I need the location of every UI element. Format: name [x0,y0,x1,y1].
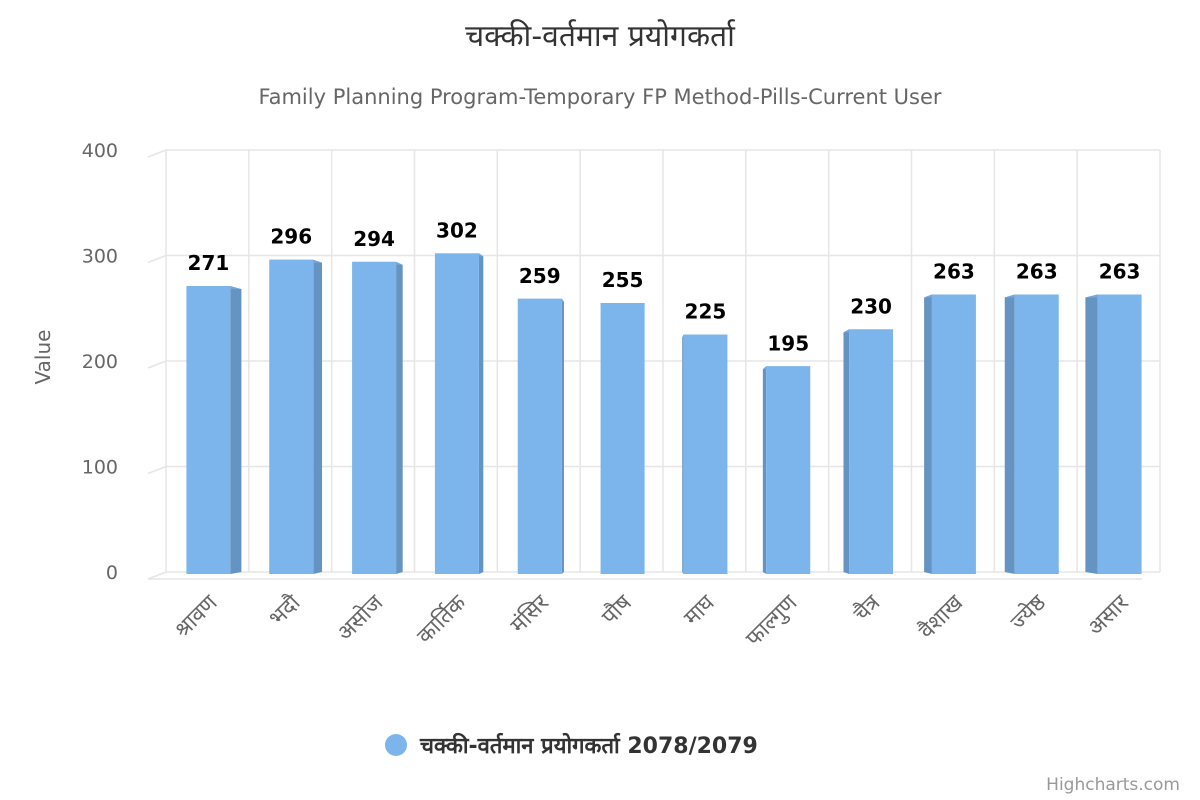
grid-line-side [147,465,167,475]
bar [186,286,231,574]
y-tick-label: 0 [106,562,118,584]
x-tick-label: पौष [597,589,638,630]
x-tick-label: माघ [679,590,720,631]
bar [600,302,645,574]
chart-title: चक्की-वर्तमान प्रयोगकर्ता [465,19,736,54]
data-label: 263 [1099,260,1141,284]
y-tick-label: 300 [82,246,118,268]
data-label: 259 [519,264,561,288]
data-label: 225 [685,300,727,324]
bar [352,261,397,574]
grid-line-side [147,149,167,158]
bar [931,294,976,574]
bar-side [682,334,684,574]
x-tick-label: भदौ [264,590,306,632]
bar-side [843,329,850,574]
x-tick-label: चैत्र [848,589,885,626]
legend-symbol [385,734,407,756]
data-label: 255 [602,268,644,292]
bar [849,329,894,574]
y-tick-label: 100 [82,457,118,479]
legend[interactable]: चक्की-वर्तमान प्रयोगकर्ता 2078/2079 [385,732,758,759]
plot-area: 0 100 200 300 400 271 श्रावण 296 भदौ 294 असोज 302 का… [82,140,1161,652]
data-label: 271 [188,251,230,275]
bar-side [924,294,932,574]
bar-side [230,286,242,574]
bar-side [561,298,564,574]
legend-label[interactable]: चक्की-वर्तमान प्रयोगकर्ता 2078/2079 [419,732,758,759]
bar-side [313,259,323,574]
bar-side [1085,294,1098,574]
bar-side [478,253,484,574]
bar [683,334,728,574]
data-label: 263 [1016,260,1058,284]
x-tick-label: कार्तिक [412,589,472,649]
grid-line-side [147,360,167,369]
data-label: 230 [850,294,892,318]
bar-side [762,366,767,574]
y-tick-label: 400 [82,140,118,162]
x-tick-label: फाल्गुण [741,590,803,652]
bar-side [396,261,403,574]
x-tick-label: वैशाख [914,589,969,644]
x-tick-label: असार [1083,590,1134,641]
grid-line-side [147,254,167,264]
data-label: 296 [270,225,312,249]
data-label: 195 [767,331,809,355]
x-tick-label: असोज [332,589,389,646]
bar [1014,294,1059,574]
bar [1097,294,1142,574]
y-axis-title: Value [31,330,55,385]
x-tick-label: श्रावण [170,590,223,643]
x-tick-label: मंसिर [505,589,554,638]
data-label: 302 [436,218,478,242]
bar [269,259,314,574]
x-tick-label: ज्येष्ठ [1006,589,1052,635]
data-label: 294 [353,227,395,251]
bar-side [1004,294,1015,574]
bar [434,253,479,574]
chart-subtitle: Family Planning Program-Temporary FP Met… [258,85,941,109]
bar [517,298,562,574]
credits[interactable]: Highcharts.com [1046,775,1180,795]
bar [766,366,811,574]
data-label: 263 [933,260,975,284]
grid-line-side [147,571,167,580]
y-tick-label: 200 [82,351,118,373]
